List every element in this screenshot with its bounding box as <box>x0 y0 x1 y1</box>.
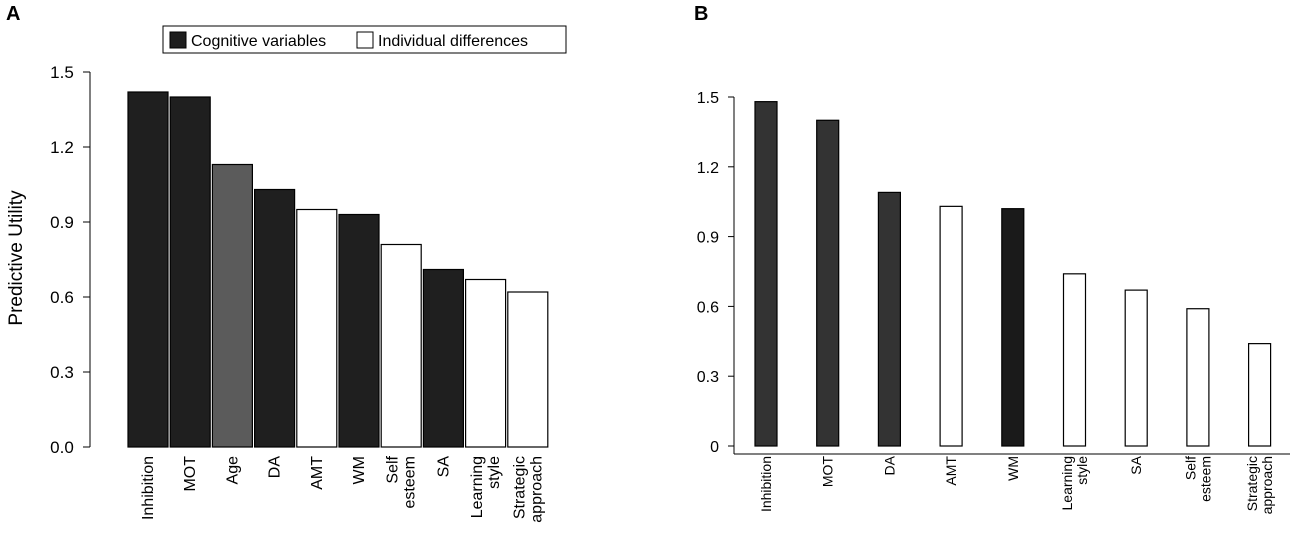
panel-a-category-label: Strategicapproach <box>511 456 545 523</box>
legend: Cognitive variables Individual differenc… <box>162 25 567 54</box>
panel-b-category-label: MOT <box>820 456 836 488</box>
legend-label-individual: Individual differences <box>378 33 528 50</box>
panel-a-bar <box>338 213 380 448</box>
panel-a-y-axis: 0.0 0.3 0.6 0.9 1.2 1.5 <box>50 63 91 457</box>
panel-a-category-label: Learningstyle <box>469 456 503 518</box>
panel-b-category-label: WM <box>1005 456 1021 481</box>
panel-b-bar <box>939 205 963 447</box>
panel-a-category-label: DA <box>267 456 284 479</box>
panel-b-y-tick-label: 0.6 <box>697 299 719 316</box>
panel-a-category-label: WM <box>351 456 368 484</box>
panel-b-bar <box>754 101 778 447</box>
panel-a-category-label: Age <box>224 456 241 485</box>
panel-a-category-labels: Inhibition MOT Age DA AMT WM Selfesteem SA Learn… <box>140 455 545 522</box>
panel-b-category-label: Strategicapproach <box>1244 456 1275 514</box>
panel-b-category-label: AMT <box>943 456 959 486</box>
panel-b-bar <box>1001 208 1025 447</box>
panel-a-bars <box>127 91 549 448</box>
panel-a-category-label: MOT <box>182 456 199 492</box>
panel-b-y-tick-label: 0.9 <box>697 230 719 247</box>
panel-a-y-tick-label: 0.0 <box>50 438 74 457</box>
panel-b-letter: B <box>694 3 708 25</box>
legend-swatch-individual <box>356 31 374 49</box>
panel-a-y-tick-label: 0.9 <box>50 213 74 232</box>
panel-a-bar <box>211 163 253 448</box>
legend-swatch-cognitive <box>169 31 187 49</box>
panel-a-y-axis-label: Predictive Utility <box>6 190 27 326</box>
panel-a-bar <box>507 291 549 448</box>
panel-a-bar <box>296 208 338 448</box>
panel-b-category-label: DA <box>881 455 897 475</box>
panel-a-y-tick-label: 1.5 <box>50 63 74 82</box>
panel-b: B 0 0.3 0.6 0.9 1.2 1.5 Inhibition MOT DA AMT WM L… <box>694 3 1290 514</box>
panel-a: A Predictive Utility Cognitive variables… <box>6 3 567 523</box>
panel-b-bars <box>754 101 1272 447</box>
legend-label-cognitive: Cognitive variables <box>191 33 326 50</box>
panel-b-y-tick-label: 1.2 <box>697 160 719 177</box>
panel-b-bar <box>877 191 902 447</box>
panel-b-bar <box>1124 289 1148 447</box>
panel-a-category-label: SA <box>435 456 452 478</box>
panel-b-category-label: SA <box>1128 455 1144 474</box>
panel-b-bar <box>816 119 840 447</box>
panel-a-category-label: Selfesteem <box>385 455 419 508</box>
panel-b-category-label: Inhibition <box>758 456 774 512</box>
panel-a-bar <box>380 243 422 448</box>
panel-a-category-label: Inhibition <box>140 456 157 520</box>
panel-b-category-label: Selfesteem <box>1182 456 1213 502</box>
panel-b-y-tick-label: 0 <box>710 439 719 456</box>
panel-b-category-labels: Inhibition MOT DA AMT WM Learningstyle SA Selfe… <box>758 455 1275 514</box>
panel-b-y-tick-label: 1.5 <box>697 90 719 107</box>
panel-a-y-tick-label: 1.2 <box>50 138 74 157</box>
panel-b-bar <box>1186 308 1210 447</box>
panel-a-bar <box>465 278 507 448</box>
panel-a-bar <box>422 268 464 448</box>
panel-a-category-label: AMT <box>309 456 326 490</box>
panel-b-bar <box>1062 273 1087 447</box>
panel-b-y-axis: 0 0.3 0.6 0.9 1.2 1.5 <box>697 90 1290 456</box>
panel-b-bar <box>1247 343 1272 447</box>
panel-a-bar <box>127 91 169 448</box>
panel-a-y-tick-label: 0.6 <box>50 288 74 307</box>
panel-a-bar <box>254 188 296 448</box>
panel-b-category-label: Learningstyle <box>1059 456 1090 511</box>
panel-a-y-tick-label: 0.3 <box>50 363 74 382</box>
panel-b-y-tick-label: 0.3 <box>697 369 719 386</box>
panel-a-letter: A <box>6 3 20 25</box>
panel-a-bar <box>169 96 211 448</box>
